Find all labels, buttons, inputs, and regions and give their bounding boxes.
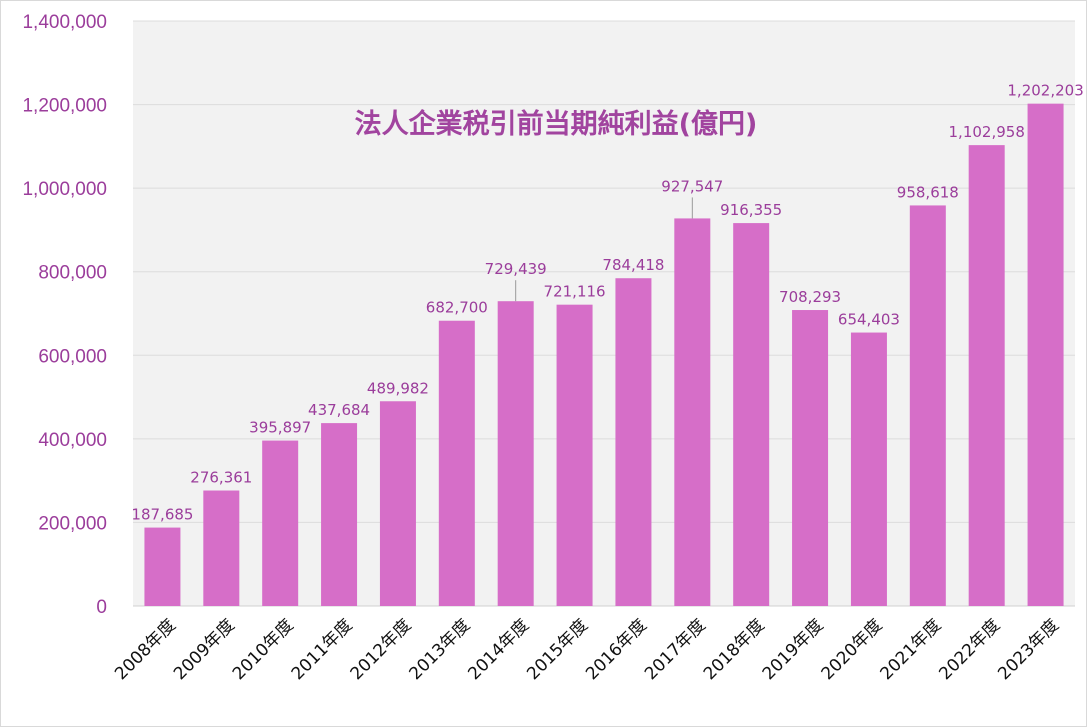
bar <box>968 145 1005 606</box>
x-tick-label: 2023年度 <box>994 615 1063 684</box>
chart-title: 法人企業税引前当期純利益(億円) <box>355 108 758 140</box>
x-tick-label: 2018年度 <box>700 615 769 684</box>
x-tick-label: 2022年度 <box>935 615 1004 684</box>
data-label: 729,439 <box>485 260 547 278</box>
x-tick-label: 2016年度 <box>582 615 651 684</box>
y-tick-label: 1,000,000 <box>22 179 107 200</box>
y-tick-label: 400,000 <box>38 430 107 451</box>
bar <box>850 332 887 606</box>
y-tick-label: 800,000 <box>38 263 107 284</box>
y-tick-label: 1,400,000 <box>22 12 107 33</box>
bar <box>615 278 652 606</box>
bar <box>1027 103 1064 607</box>
data-label: 958,618 <box>897 183 959 201</box>
data-label: 276,361 <box>190 469 252 487</box>
x-tick-label: 2008年度 <box>111 615 180 684</box>
x-tick-label: 2021年度 <box>877 615 946 684</box>
data-label: 187,685 <box>131 506 193 524</box>
y-tick-label: 600,000 <box>38 346 107 367</box>
data-label: 682,700 <box>426 299 488 317</box>
y-tick-label: 200,000 <box>38 513 107 534</box>
data-label: 654,403 <box>838 311 900 329</box>
x-tick-label: 2012年度 <box>347 615 416 684</box>
data-label: 916,355 <box>720 201 782 219</box>
bar <box>792 310 829 606</box>
x-tick-label: 2010年度 <box>229 615 298 684</box>
bar <box>497 301 534 606</box>
x-tick-label: 2019年度 <box>759 615 828 684</box>
data-label: 708,293 <box>779 288 841 306</box>
y-tick-label: 1,200,000 <box>22 96 107 117</box>
x-tick-label: 2011年度 <box>288 615 357 684</box>
data-label: 721,116 <box>544 283 606 301</box>
data-label: 395,897 <box>249 419 311 437</box>
bar <box>438 320 475 606</box>
x-tick-label: 2014年度 <box>464 615 533 684</box>
bar <box>262 440 299 606</box>
bar <box>556 304 593 606</box>
x-tick-label: 2015年度 <box>523 615 592 684</box>
x-tick-label: 2013年度 <box>406 615 475 684</box>
data-label: 784,418 <box>602 256 664 274</box>
x-tick-label: 2009年度 <box>170 615 239 684</box>
bar <box>909 205 946 606</box>
data-label: 437,684 <box>308 401 370 419</box>
data-label: 927,547 <box>661 177 723 195</box>
y-tick-label: 0 <box>96 597 107 618</box>
x-tick-label: 2017年度 <box>641 615 710 684</box>
bar <box>379 401 416 606</box>
bar <box>144 527 181 606</box>
x-tick-label: 2020年度 <box>818 615 887 684</box>
data-label: 1,202,203 <box>1007 82 1083 100</box>
data-label: 1,102,958 <box>949 123 1025 141</box>
bar <box>674 218 711 607</box>
bar <box>321 423 358 606</box>
bar <box>203 490 240 606</box>
bar <box>733 223 770 606</box>
data-label: 489,982 <box>367 379 429 397</box>
